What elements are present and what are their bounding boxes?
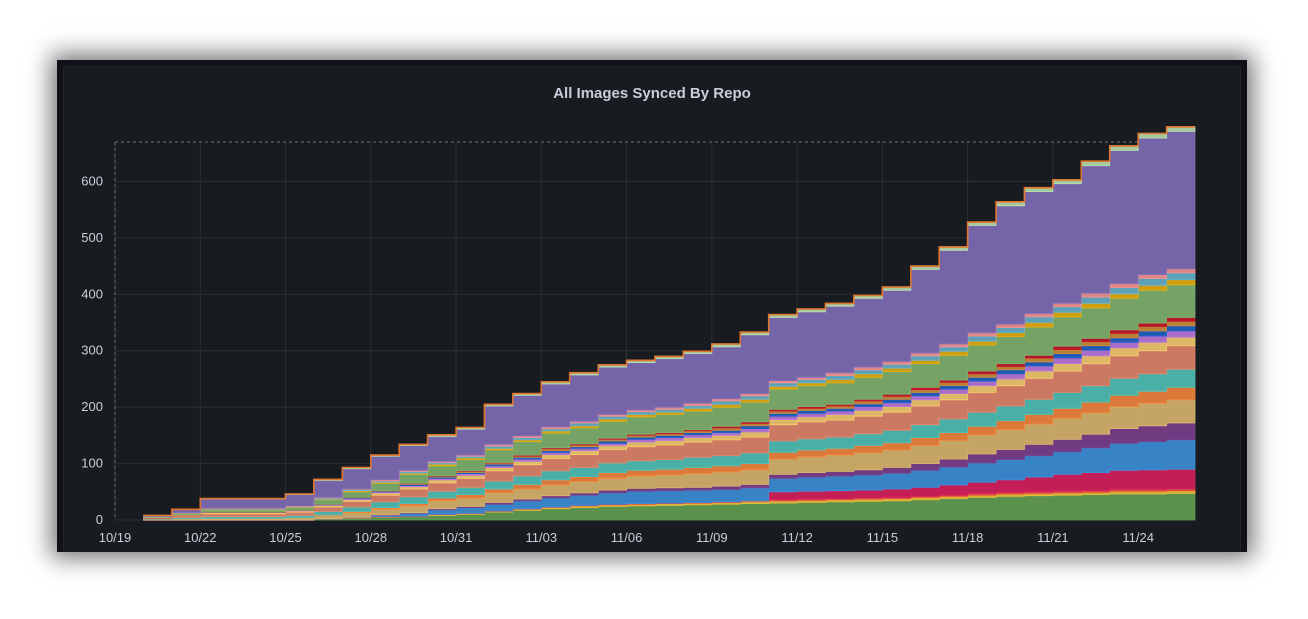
y-tick-label: 0: [96, 512, 103, 527]
x-tick-label: 11/21: [1037, 530, 1069, 545]
x-tick-label: 11/18: [952, 530, 984, 545]
x-tick-label: 10/22: [184, 530, 217, 545]
x-tick-label: 11/24: [1122, 530, 1154, 545]
y-tick-label: 600: [81, 173, 103, 188]
x-tick-label: 11/12: [781, 530, 813, 545]
x-tick-label: 11/03: [526, 530, 558, 545]
y-tick-label: 500: [81, 230, 103, 245]
total-outline: [143, 126, 1195, 517]
x-tick-label: 10/31: [440, 530, 473, 545]
dashboard-frame: All Images Synced By Repo 0 100 200 300 400 5…: [57, 60, 1247, 552]
x-tick-label: 10/25: [269, 530, 302, 545]
x-tick-label: 10/19: [99, 530, 132, 545]
panel-title: All Images Synced By Repo: [553, 85, 751, 102]
x-tick-label: 10/28: [355, 530, 388, 545]
y-tick-label: 200: [81, 399, 103, 414]
y-tick-label: 300: [81, 343, 103, 358]
stacked-area-chart[interactable]: 0 100 200 300 400 500 600 10/19 10/22 10/25 10/28 1…: [57, 60, 1247, 552]
x-tick-label: 11/09: [696, 530, 728, 545]
y-tick-label: 400: [81, 286, 103, 301]
x-tick-label: 11/15: [867, 530, 899, 545]
y-tick-label: 100: [81, 456, 103, 471]
x-tick-label: 11/06: [611, 530, 643, 545]
